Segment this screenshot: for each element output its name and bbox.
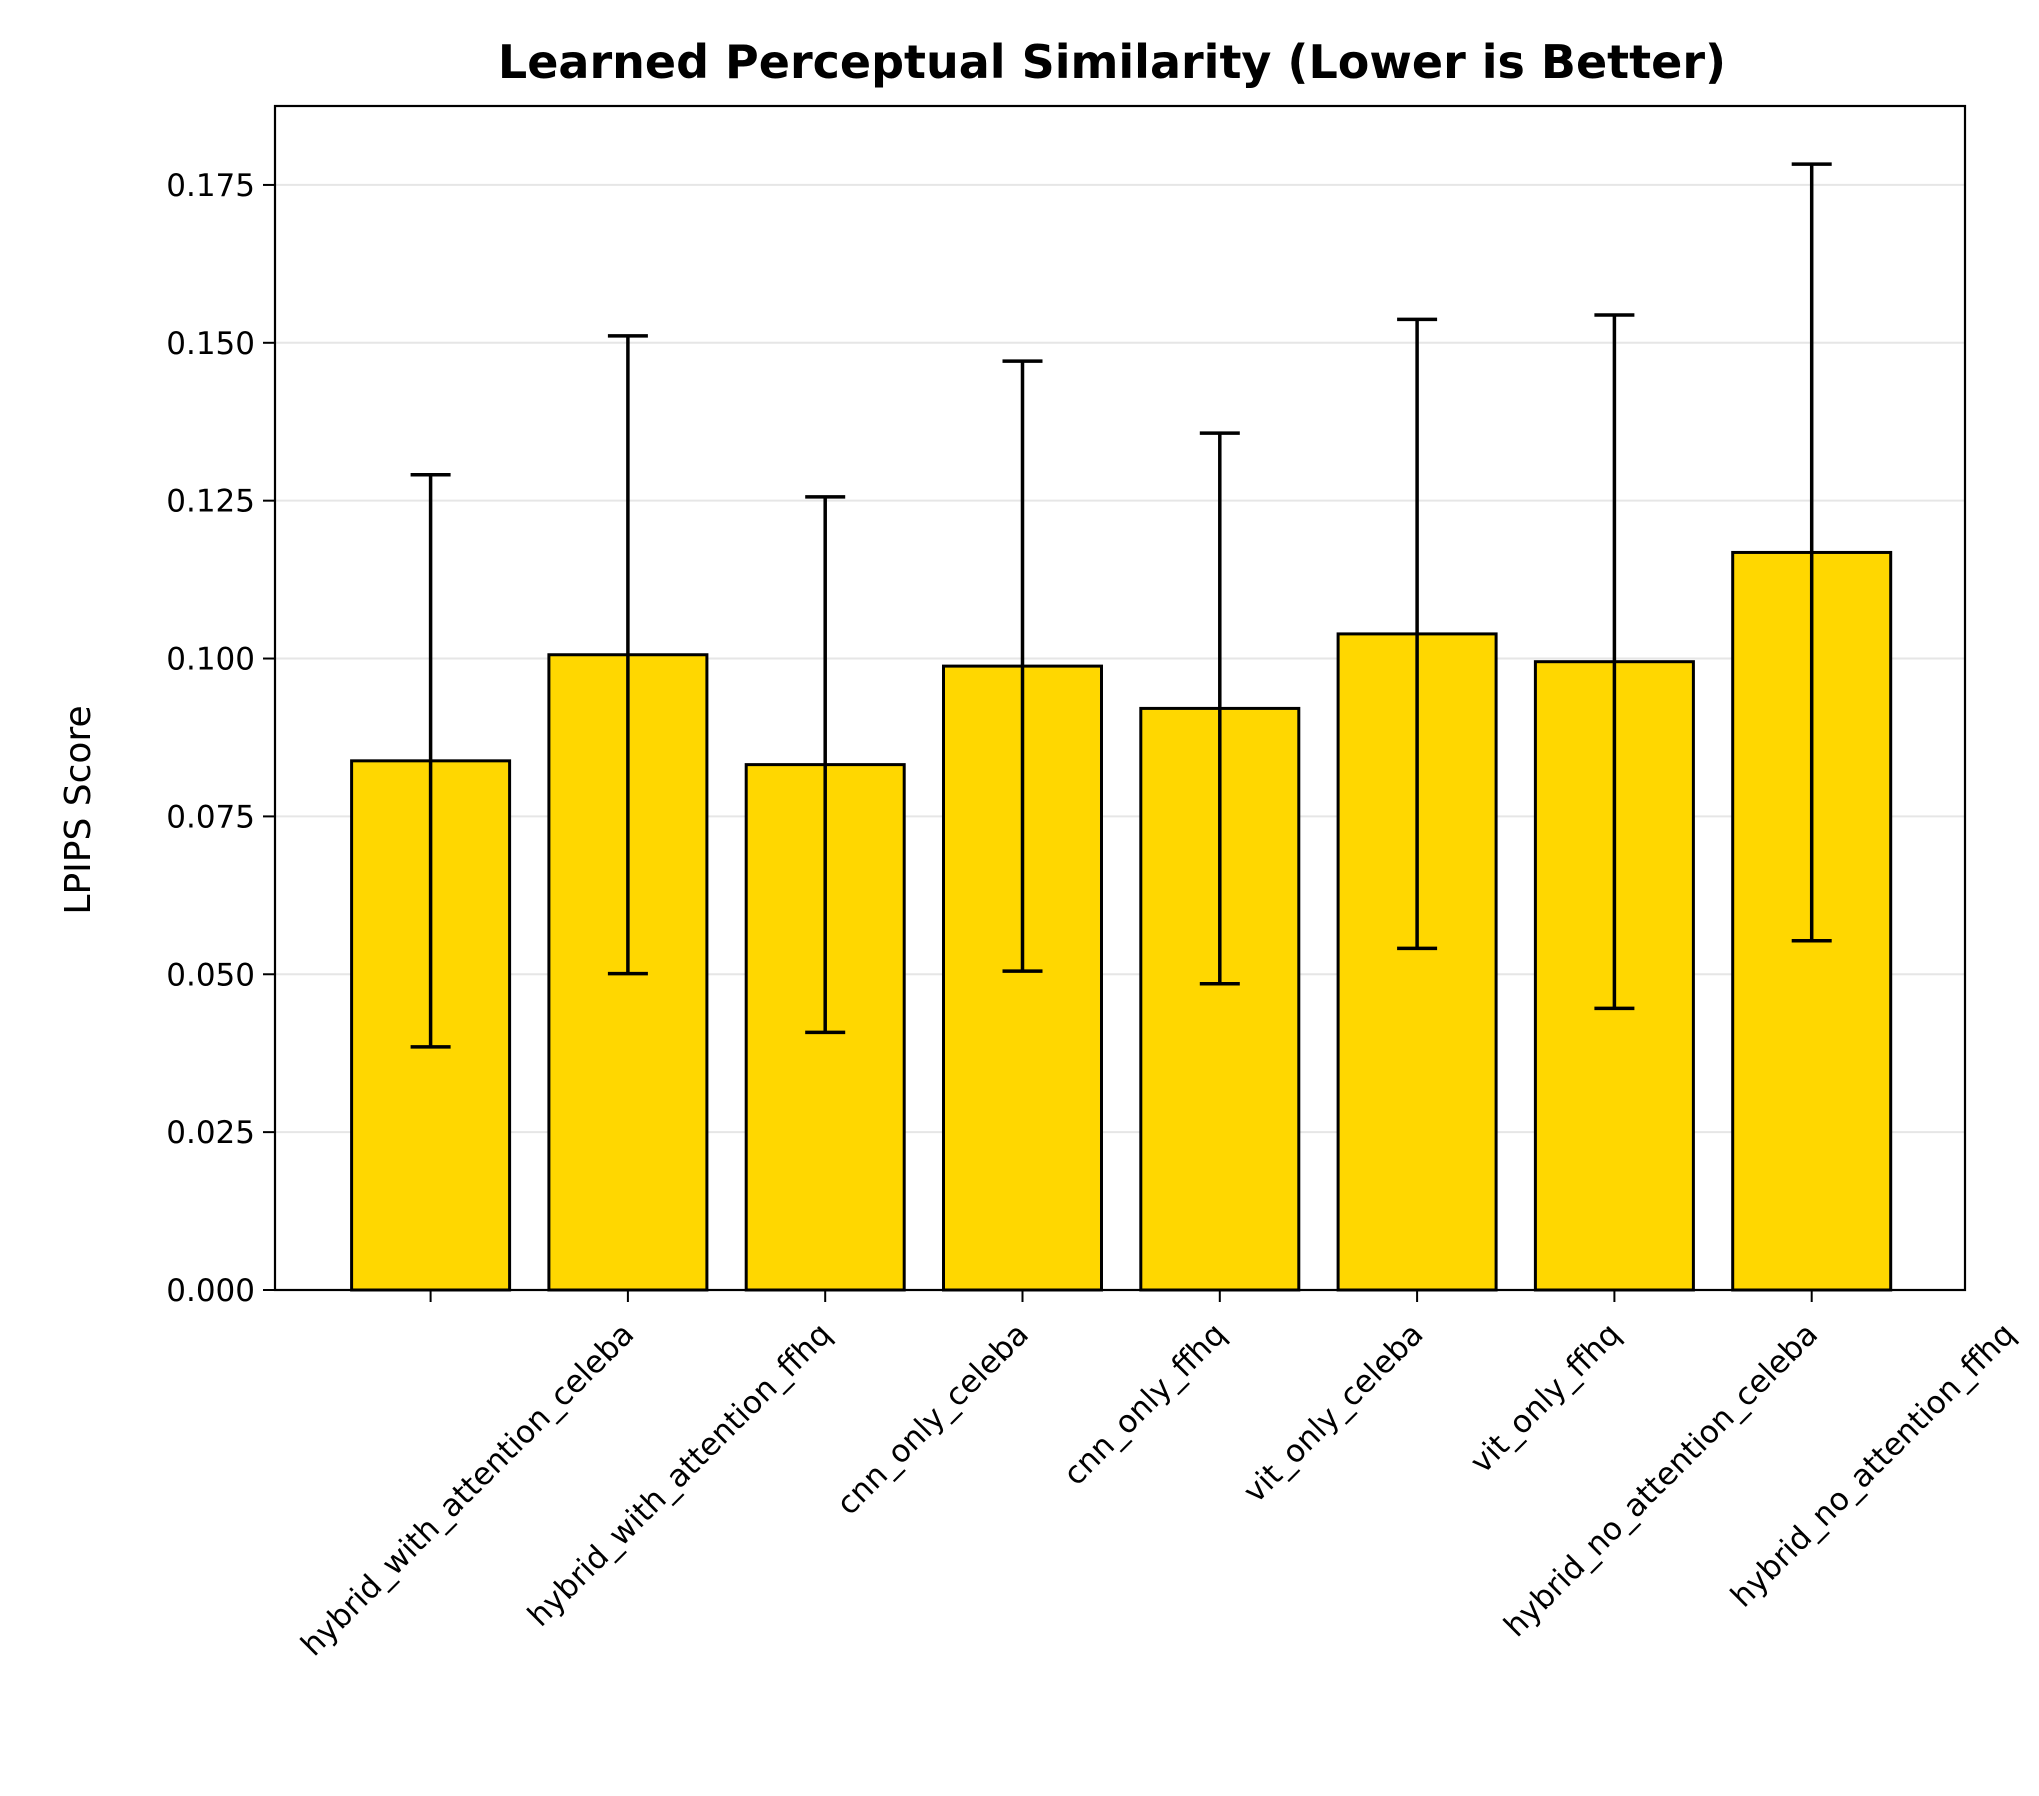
grid-lines bbox=[275, 183, 1965, 1291]
y-axis-ticks: 0.000 0.025 0.050 0.075 0.100 0.125 0.150 0.175 bbox=[166, 168, 275, 1309]
chart-title: Learned Perceptual Similarity (Lower is … bbox=[498, 35, 1726, 89]
x-tick-label: cnn_only_celeba bbox=[830, 1316, 1036, 1522]
y-axis-label: LPIPS Score bbox=[58, 705, 99, 914]
plot-frame bbox=[273, 104, 1967, 1292]
y-tick-label: 0.150 bbox=[166, 326, 255, 362]
y-tick-label: 0.175 bbox=[166, 168, 255, 204]
bars bbox=[350, 550, 1893, 1292]
error-bars bbox=[410, 162, 1832, 1049]
x-tick-label: hybrid_with_attention_celeba bbox=[294, 1316, 641, 1663]
x-axis-ticks: hybrid_with_attention_celebahybrid_with_… bbox=[294, 1290, 2022, 1663]
y-tick-label: 0.025 bbox=[166, 1115, 255, 1151]
x-tick-label: hybrid_no_attention_celeba bbox=[1497, 1316, 1825, 1644]
y-tick-label: 0.050 bbox=[166, 957, 255, 993]
y-tick-label: 0.075 bbox=[166, 799, 255, 835]
x-tick-label: vit_only_ffhq bbox=[1463, 1316, 1627, 1480]
y-tick-label: 0.100 bbox=[166, 642, 255, 678]
x-tick-label: vit_only_celeba bbox=[1237, 1316, 1431, 1510]
y-tick-label: 0.000 bbox=[166, 1273, 255, 1309]
y-tick-label: 0.125 bbox=[166, 484, 255, 520]
x-tick-label: cnn_only_ffhq bbox=[1057, 1316, 1234, 1493]
bar bbox=[942, 664, 1103, 1292]
